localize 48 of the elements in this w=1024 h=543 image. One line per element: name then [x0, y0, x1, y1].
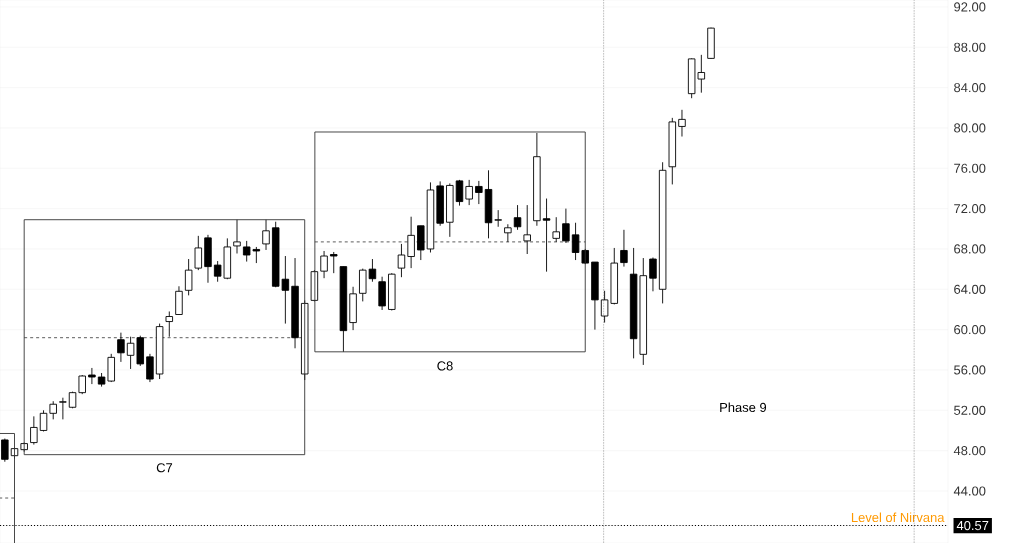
candlestick [165, 311, 174, 338]
candlestick [330, 251, 338, 274]
candlestick [59, 397, 67, 420]
candlestick [117, 332, 125, 363]
annotation: C7 [156, 463, 173, 473]
candlestick [504, 223, 512, 243]
annotation: Phase 9 [720, 402, 767, 413]
y-tick-label: 64.00 [954, 284, 986, 294]
y-tick-label: 40.57 [956, 520, 989, 531]
candlestick [397, 243, 406, 278]
candlestick [175, 285, 183, 315]
candlestick [407, 216, 415, 269]
candlestick [494, 209, 502, 228]
candlestick [562, 208, 570, 244]
y-tick-label: 76.00 [954, 163, 986, 173]
candlestick [678, 109, 686, 137]
y-tick-label: 68.00 [954, 244, 986, 254]
candlestick [542, 198, 551, 273]
candlestick [465, 179, 473, 206]
candlestick [620, 229, 628, 268]
y-tick-label: 48.00 [953, 446, 986, 456]
candlestick [513, 204, 522, 231]
ref-line-label: Level of Nirvana [851, 512, 945, 523]
candlestick [262, 219, 270, 251]
y-tick-label: 88.00 [954, 42, 986, 52]
candlestick [88, 367, 96, 385]
candlestick [194, 235, 203, 271]
candlestick [184, 258, 193, 296]
candlestick [78, 374, 86, 395]
candlestick [49, 400, 57, 420]
y-tick-label: 52.00 [954, 405, 986, 415]
candlestick [649, 257, 657, 292]
candlestick [233, 219, 241, 254]
y-tick-label: 60.00 [954, 325, 986, 335]
candlestick [320, 250, 328, 279]
y-tick-label: 80.00 [954, 123, 986, 133]
y-tick-label: 84.00 [954, 83, 986, 93]
y-tick-label: 44.00 [953, 486, 986, 496]
candlestick [552, 216, 560, 243]
y-tick-label: 56.00 [954, 365, 986, 375]
candlestick [475, 180, 483, 205]
candlestick [523, 204, 531, 255]
candlestick [30, 415, 38, 446]
y-tick-label: 72.00 [954, 204, 986, 214]
y-tick-label: 92.00 [954, 2, 986, 12]
annotation: C8 [437, 361, 453, 371]
candlestick [455, 179, 464, 207]
candlestick [146, 353, 154, 383]
